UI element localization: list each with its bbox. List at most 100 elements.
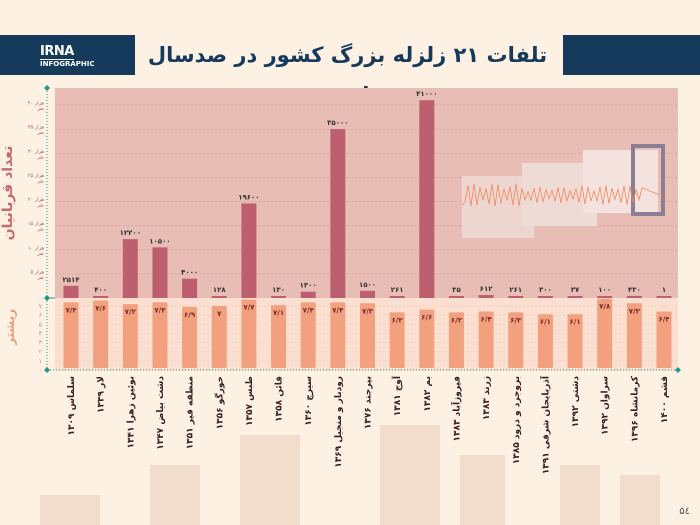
- death-value-label: ۱۵۰۰: [359, 281, 376, 289]
- death-value-label: ۱۰۰: [598, 286, 611, 294]
- magnitude-value-label: ۶/۳: [510, 316, 522, 324]
- death-value-label: ۱: [662, 286, 666, 294]
- magnitude-bar: [211, 306, 227, 368]
- y-tick-label: ۲۰ هزار نفر: [28, 197, 45, 209]
- y-axis-label-magnitude: ریشتر: [3, 309, 17, 345]
- death-value-label: ۱۰۵۰۰: [149, 237, 170, 245]
- city-illustration: [460, 455, 505, 525]
- magnitude-bar: [537, 314, 553, 368]
- y-tick-label: ۵ هزار نفر: [31, 269, 45, 281]
- death-bar: [271, 296, 287, 298]
- y-axis-label-deaths: تعداد قربانیان: [0, 145, 16, 241]
- magnitude-bar: [360, 303, 375, 368]
- seismograph-wave: [461, 183, 661, 207]
- death-bar: [360, 290, 375, 298]
- y-tick-label: ۲۵ هزار نفر: [28, 173, 45, 185]
- x-tick-label: بیرجند ۱۳۷۶: [364, 376, 374, 429]
- magnitude-bar: [389, 312, 405, 368]
- x-tick-label: بروجرد و درود ۱۳۸۵: [512, 376, 522, 464]
- death-bar: [152, 247, 168, 298]
- magnitude-bar: [152, 302, 168, 368]
- magnitude-value-label: ۷: [217, 310, 222, 318]
- magnitude-bar: [122, 304, 138, 368]
- magnitude-value-label: ۶/۱: [540, 318, 551, 326]
- x-tick-label: دشت بیاض ۱۳۴۷: [156, 376, 166, 450]
- death-value-label: ۱۳۰: [272, 286, 285, 294]
- axis-diamond-icon: [44, 295, 50, 301]
- magnitude-value-label: ۶/۴: [658, 315, 670, 323]
- seismograph-frame: [631, 144, 665, 216]
- death-bar: [330, 129, 346, 298]
- death-bar: [626, 295, 642, 298]
- death-bar: [211, 296, 227, 298]
- death-bar: [389, 296, 405, 298]
- axis-diamond-icon: [44, 367, 50, 373]
- x-tick-label: بم ۱۳۸۲: [423, 376, 433, 412]
- magnitude-bar: [330, 302, 346, 368]
- axis-diamond-icon: [675, 367, 681, 373]
- death-value-label: ۲۶۱: [391, 286, 404, 294]
- magnitude-bar: [567, 314, 583, 368]
- city-illustration: [560, 465, 600, 525]
- death-bar: [300, 291, 316, 298]
- death-bar: [122, 239, 138, 298]
- magnitude-bar: [448, 312, 464, 368]
- logo-subtext: INFOGRAPHIC: [40, 60, 95, 68]
- death-bar: [567, 296, 583, 298]
- header-band: [563, 35, 700, 75]
- x-tick-label: خورگو ۱۳۵۶: [213, 376, 225, 429]
- magnitude-bar: [626, 303, 642, 368]
- irna-logo: IRNA INFOGRAPHIC: [0, 35, 135, 75]
- magnitude-bar: [93, 300, 109, 368]
- magnitude-bar: [241, 299, 257, 368]
- y2-tick-label: ۳: [39, 340, 43, 347]
- magnitude-value-label: ۷/۲: [125, 308, 137, 316]
- x-tick-label: فیروزآباد ۱۳۸۳: [450, 376, 462, 442]
- y2-tick-label: ۷: [39, 303, 43, 310]
- death-value-label: ۳۵۰۰۰: [327, 119, 348, 127]
- death-bar: [537, 296, 553, 298]
- x-tick-label: لار ۱۳۳۹: [97, 376, 107, 413]
- magnitude-value-label: ۷/۴: [65, 306, 77, 314]
- death-bar: [63, 285, 79, 298]
- city-illustration: [150, 465, 200, 525]
- death-bar: [419, 100, 435, 298]
- axis-diamond-icon: [44, 85, 50, 91]
- magnitude-value-label: ۷/۶: [95, 305, 106, 313]
- death-bar: [597, 296, 613, 298]
- magnitude-value-label: ۷/۳: [362, 307, 374, 315]
- y-tick-label: ۱۰ هزار نفر: [28, 245, 45, 257]
- magnitude-value-label: ۶/۹: [184, 311, 196, 319]
- death-bar: [478, 295, 494, 298]
- x-tick-label: سلماس ۱۳۰۹: [67, 376, 77, 436]
- y-tick-label: ۰: [41, 296, 44, 302]
- death-value-label: ۱۲۸: [213, 286, 227, 294]
- death-bar: [448, 296, 464, 298]
- death-bar: [93, 296, 109, 298]
- magnitude-value-label: ۶/۳: [451, 316, 463, 324]
- x-tick-label: کرمانشاه ۱۳۹۶: [630, 375, 640, 442]
- death-bar: [508, 296, 524, 298]
- logo-text: IRNA: [40, 44, 74, 60]
- death-value-label: ۶۱۲: [480, 285, 494, 293]
- y2-tick-label: ۰: [39, 367, 42, 374]
- death-bar: [241, 203, 257, 298]
- x-tick-label: سراوان ۱۳۹۲: [601, 376, 611, 435]
- death-bar: [656, 296, 672, 298]
- x-tick-label: سیرچ ۱۳۶۰: [304, 376, 314, 426]
- death-value-label: ۱۲۲۰۰: [120, 229, 141, 237]
- magnitude-bar: [182, 306, 198, 368]
- x-tick-label: رودبار و منجیل ۱۳۶۹: [334, 376, 344, 468]
- seismograph-paper: [583, 150, 658, 213]
- page-number: ۵٤: [679, 506, 690, 517]
- magnitude-bar: [271, 305, 287, 368]
- y-tick-label: ۱۵ هزار نفر: [28, 221, 45, 233]
- y2-tick-label: ۱: [39, 358, 42, 365]
- x-tick-label: طبس ۱۳۵۷: [245, 376, 255, 426]
- city-illustration: [620, 475, 660, 525]
- magnitude-value-label: ۷/۴: [332, 306, 344, 314]
- x-tick-label: دشتی ۱۳۹۲: [571, 376, 581, 428]
- death-value-label: ۴۰۰: [94, 286, 107, 294]
- x-tick-label: آذربایجان شرقی ۱۳۹۱: [539, 375, 551, 474]
- magnitude-value-label: ۶/۶: [421, 314, 432, 322]
